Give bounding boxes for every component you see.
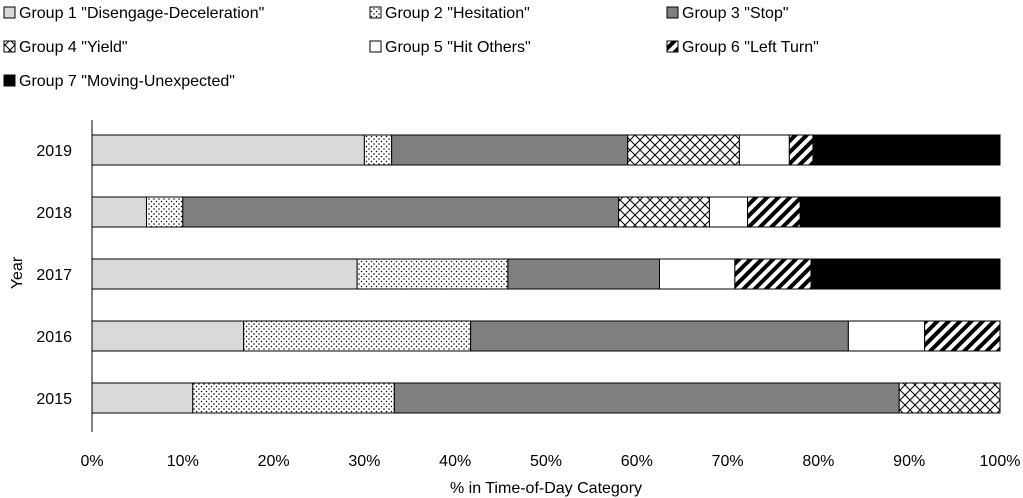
bar-segment bbox=[738, 134, 790, 166]
bar-segment bbox=[924, 320, 1001, 352]
y-tick-label: 2017 bbox=[36, 267, 72, 284]
bar-segment bbox=[799, 196, 1001, 228]
bar-segment bbox=[788, 134, 814, 166]
x-tick-label: 50% bbox=[530, 453, 562, 470]
legend-swatch bbox=[3, 74, 16, 87]
bar-segment bbox=[243, 320, 472, 352]
legend-swatch bbox=[666, 40, 679, 53]
x-tick-label: 0% bbox=[80, 453, 103, 470]
legend-label: Group 7 "Moving-Unexpected" bbox=[19, 73, 235, 90]
y-tick-label: 2016 bbox=[36, 329, 72, 346]
y-tick-label: 2018 bbox=[36, 205, 72, 222]
legend-label: Group 3 "Stop" bbox=[682, 5, 789, 22]
legend-swatch bbox=[3, 6, 16, 19]
legend-item: Group 3 "Stop" bbox=[666, 5, 789, 22]
legend-item: Group 5 "Hit Others" bbox=[369, 39, 531, 56]
legend-swatch bbox=[3, 40, 16, 53]
bar-segment bbox=[734, 258, 812, 290]
bar-segment bbox=[393, 382, 900, 414]
bar-segment bbox=[91, 134, 365, 166]
legend-label: Group 1 "Disengage-Deceleration" bbox=[19, 5, 264, 22]
legend-item: Group 7 "Moving-Unexpected" bbox=[3, 73, 235, 90]
bar-segment bbox=[145, 196, 184, 228]
x-tick-label: 60% bbox=[621, 453, 653, 470]
bar-segment bbox=[708, 196, 749, 228]
bar-segment bbox=[898, 382, 1001, 414]
bar-segment bbox=[659, 258, 736, 290]
y-tick-labels: 2019 2018 2017 2016 2015 bbox=[36, 143, 72, 408]
bar-segment bbox=[91, 382, 194, 414]
legend-item: Group 6 "Left Turn" bbox=[666, 39, 819, 56]
bar-segment bbox=[812, 134, 1001, 166]
bar-segment bbox=[627, 134, 740, 166]
legend-item: Group 2 "Hesitation" bbox=[369, 5, 530, 22]
legend: Group 1 "Disengage-Deceleration" Group 2 … bbox=[3, 5, 819, 90]
legend-item: Group 1 "Disengage-Deceleration" bbox=[3, 5, 264, 22]
bar-segment bbox=[192, 382, 395, 414]
bar-segment bbox=[363, 134, 393, 166]
x-tick-label: 100% bbox=[980, 453, 1021, 470]
x-tick-label: 80% bbox=[802, 453, 834, 470]
bar-segment bbox=[356, 258, 509, 290]
legend-label: Group 5 "Hit Others" bbox=[385, 39, 531, 56]
x-tick-label: 90% bbox=[893, 453, 925, 470]
legend-swatch bbox=[369, 40, 382, 53]
x-tick-label: 30% bbox=[348, 453, 380, 470]
x-tick-label: 10% bbox=[167, 453, 199, 470]
bar-segment bbox=[391, 134, 629, 166]
x-tick-label: 40% bbox=[439, 453, 471, 470]
bars-group bbox=[91, 134, 1001, 414]
x-tick-labels: 0% 10% 20% 30% 40% 50% 60% 70% 80% 90% 100% bbox=[80, 453, 1020, 470]
bar-segment bbox=[810, 258, 1001, 290]
x-axis-title: % in Time-of-Day Category bbox=[450, 480, 642, 497]
bar-segment bbox=[507, 258, 661, 290]
y-tick-label: 2019 bbox=[36, 143, 72, 160]
legend-label: Group 6 "Left Turn" bbox=[682, 39, 819, 56]
bar-segment bbox=[847, 320, 926, 352]
legend-item: Group 4 "Yield" bbox=[3, 39, 128, 56]
bar-segment bbox=[91, 258, 358, 290]
bar-segment bbox=[182, 196, 620, 228]
y-axis-title: Year bbox=[9, 256, 26, 289]
y-tick-label: 2015 bbox=[36, 391, 72, 408]
legend-label: Group 4 "Yield" bbox=[19, 39, 128, 56]
bar-segment bbox=[470, 320, 849, 352]
legend-swatch bbox=[369, 6, 382, 19]
bar-segment bbox=[747, 196, 801, 228]
legend-label: Group 2 "Hesitation" bbox=[385, 5, 530, 22]
bar-segment bbox=[91, 320, 245, 352]
plot-area: 2019 2018 2017 2016 2015 0% 10% 20% 30% 40% 50% 60… bbox=[36, 120, 1020, 470]
bar-segment bbox=[618, 196, 710, 228]
x-tick-label: 20% bbox=[258, 453, 290, 470]
bar-segment bbox=[91, 196, 147, 228]
x-tick-label: 70% bbox=[712, 453, 744, 470]
legend-swatch bbox=[666, 6, 679, 19]
